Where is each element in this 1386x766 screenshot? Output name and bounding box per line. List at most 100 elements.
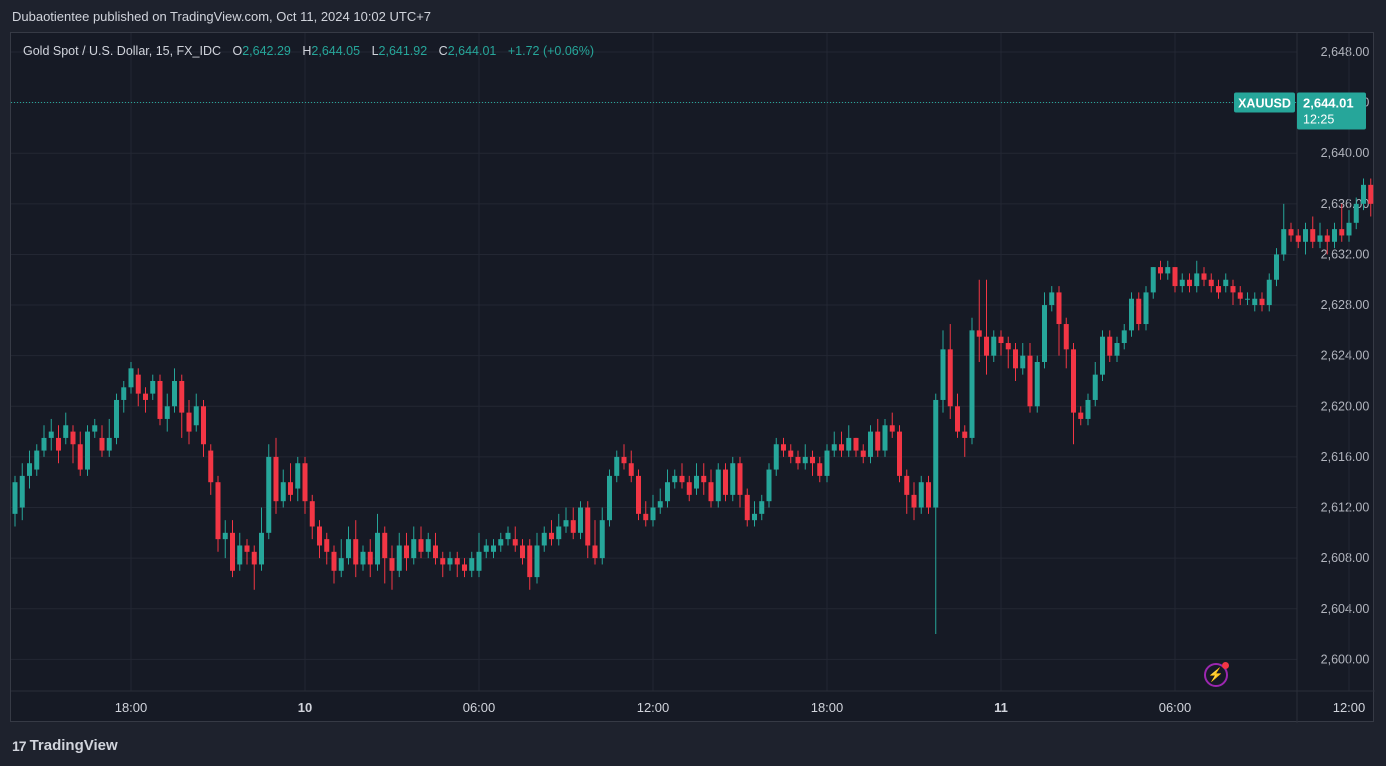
candle-up [1034,362,1040,407]
y-tick-label: 2,620.00 [1321,399,1370,413]
candle-up [280,482,286,502]
candle-up [498,539,504,546]
candle-up [425,539,431,552]
y-tick-label: 2,604.00 [1321,602,1370,616]
candle-down [70,431,76,445]
candle-down [1172,267,1178,287]
candle-up [483,545,489,552]
candle-up [969,330,975,438]
candle-down [976,330,982,337]
candle-up [48,431,54,438]
candle-down [1187,279,1192,287]
candle-up [222,532,228,540]
publisher-header: Dubaotientee published on TradingView.co… [12,9,432,24]
candle-down [810,456,815,464]
candle-down [367,551,373,565]
candle-up [237,545,243,565]
candle-up [338,558,344,571]
candle-down [1005,343,1011,350]
y-tick-label: 2,632.00 [1321,247,1370,261]
candle-down [1027,355,1033,407]
candle-up [411,539,417,559]
candle-up [752,513,757,521]
candle-down [1237,292,1243,299]
candle-down [875,431,881,451]
candle-up [1266,279,1272,306]
candle-down [1078,412,1084,419]
candle-down [331,551,337,571]
candle-up [1281,229,1287,255]
candle-up [396,545,402,571]
candle-down [679,475,685,483]
y-tick-label: 2,624.00 [1321,349,1370,363]
candlestick-chart[interactable]: 2,648.002,644.002,640.002,636.002,632.00… [11,33,1375,723]
open-label: O [232,44,243,58]
lightning-icon[interactable]: ⚡ [1204,662,1229,687]
candle-down [418,539,424,552]
candle-up [766,469,772,502]
candle-down [984,336,989,356]
candle-up [360,551,366,565]
candle-down [324,539,330,552]
candle-up [614,456,620,476]
candle-up [563,520,569,527]
candle-down [288,482,293,495]
notification-dot [1222,662,1229,669]
candle-up [1353,203,1359,223]
candle-up [665,482,670,502]
candle-down [1216,286,1221,293]
candle-up [1020,355,1026,369]
candle-up [1303,229,1308,242]
candle-up [266,456,272,533]
candle-down [1324,235,1330,242]
candle-down [1201,273,1207,280]
candle-up [1179,279,1185,287]
candle-down [897,431,902,476]
candle-down [389,558,395,571]
ticker-label: XAUUSD [1238,96,1291,110]
candle-up [114,399,119,438]
candle-up [1346,222,1352,236]
candle-up [650,507,656,521]
candle-up [882,425,888,451]
high-value: 2,644.05 [311,44,361,58]
candle-down [404,545,409,559]
chart-area[interactable]: 2,648.002,644.002,640.002,636.002,632.00… [10,32,1375,723]
candle-down [208,450,214,483]
tradingview-footer[interactable]: 17 TradingView [12,737,118,754]
candle-down [860,450,866,457]
candle-up [868,431,873,457]
y-tick-label: 2,640.00 [1321,146,1370,160]
x-tick-label: 11 [994,700,1008,715]
candle-up [1317,235,1323,242]
candle-down [889,425,895,432]
y-tick-label: 2,612.00 [1321,501,1370,515]
candle-up [164,406,170,419]
candle-up [447,558,453,565]
x-tick-label: 18:00 [811,700,844,715]
candle-down [353,539,359,565]
candle-up [259,532,264,565]
candle-up [1194,273,1200,287]
candle-up [375,532,380,565]
candle-down [230,532,235,571]
candle-down [1158,267,1163,274]
candle-down [215,482,221,540]
candle-up [918,482,924,508]
candle-down [708,482,714,502]
x-tick-label: 12:00 [637,700,670,715]
symbol-description: Gold Spot / U.S. Dollar, 15, FX_IDC [23,44,221,58]
candle-down [440,558,446,565]
candle-up [1165,267,1171,274]
candle-up [63,425,69,438]
candle-up [27,463,32,476]
candle-up [824,450,830,476]
candle-down [143,393,148,400]
candle-down [309,501,315,527]
candle-down [201,406,206,445]
candle-down [1230,286,1236,293]
candle-down [737,463,743,495]
candle-up [657,501,663,508]
candle-down [926,482,931,508]
candle-down [570,520,576,533]
